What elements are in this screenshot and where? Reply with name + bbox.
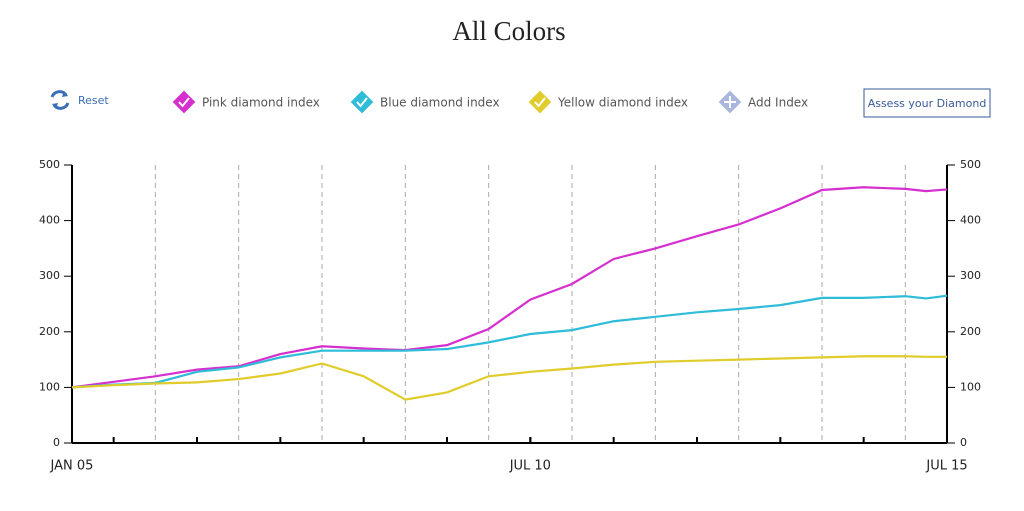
legend-icon bbox=[172, 90, 196, 114]
add-icon-plus bbox=[724, 96, 736, 108]
assess-button-box bbox=[863, 88, 991, 118]
legend-label: Yellow diamond index bbox=[557, 96, 688, 110]
reset-icon-arrows bbox=[52, 91, 68, 109]
legend-icon bbox=[350, 90, 374, 114]
series-line bbox=[71, 186, 948, 389]
y-tick-label: 0 bbox=[53, 436, 60, 449]
legend-item[interactable]: Yellow diamond index bbox=[528, 90, 688, 114]
y-tick-label: 300 bbox=[39, 269, 60, 282]
add-index-button[interactable]: Add Index bbox=[718, 90, 808, 114]
x-tick-label: JUL 15 bbox=[925, 459, 967, 474]
legend-check bbox=[534, 97, 546, 108]
legend-check bbox=[356, 97, 368, 108]
y2-tick-label: 300 bbox=[960, 269, 981, 282]
assess-button[interactable]: Assess your Diamond bbox=[863, 88, 991, 118]
y2-tick-label: 500 bbox=[960, 158, 981, 171]
y-tick-label: 400 bbox=[39, 214, 60, 227]
legend-label: Pink diamond index bbox=[202, 96, 320, 110]
x-tick-label: JUL 10 bbox=[509, 459, 551, 474]
y2-tick-label: 0 bbox=[960, 436, 967, 449]
legend-item[interactable]: Blue diamond index bbox=[350, 90, 500, 114]
x-tick-label: JAN 05 bbox=[50, 459, 94, 474]
y-tick-label: 200 bbox=[39, 325, 60, 338]
y2-tick-label: 400 bbox=[960, 214, 981, 227]
y2-tick-label: 200 bbox=[960, 325, 981, 338]
legend-check bbox=[178, 97, 190, 108]
assess-button-label: Assess your Diamond bbox=[868, 97, 987, 110]
series-line bbox=[71, 294, 948, 389]
legend-item[interactable]: Pink diamond index bbox=[172, 90, 320, 114]
y-tick-label: 100 bbox=[39, 380, 60, 393]
reset-button[interactable]: Reset bbox=[50, 90, 109, 110]
y-tick-label: 500 bbox=[39, 158, 60, 171]
series-line bbox=[71, 355, 947, 401]
add-index-label: Add Index bbox=[748, 96, 808, 110]
legend-icon bbox=[528, 90, 552, 114]
chart-title: All Colors bbox=[452, 16, 565, 46]
legend-label: Blue diamond index bbox=[380, 96, 500, 110]
y2-tick-label: 100 bbox=[960, 380, 981, 393]
reset-label: Reset bbox=[78, 94, 109, 107]
